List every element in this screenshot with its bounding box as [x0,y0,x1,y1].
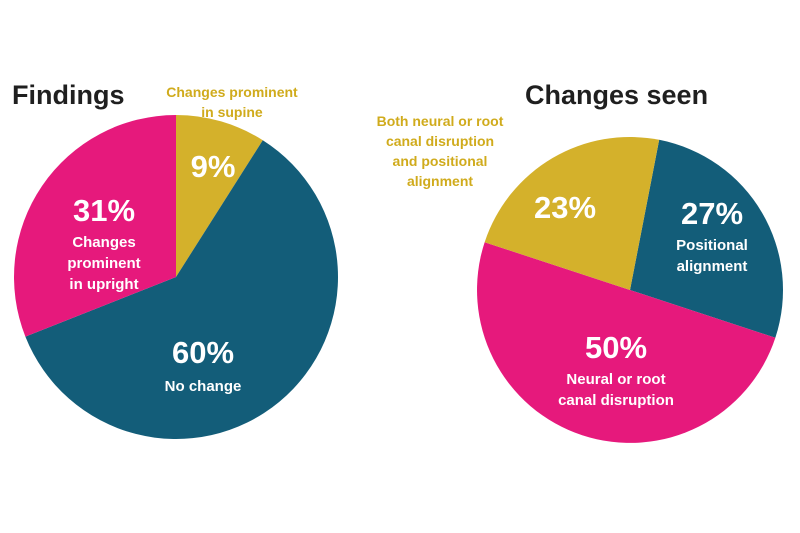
findings-slice-value-changes-prominent-in-upright: 31% [73,193,135,228]
changes-seen-slice-label-neural-or-root-canal-disruption: Neural or root [566,371,665,388]
changes-seen-slice-both-neural-or-root-canal-disruption-and-positional-alignment [484,136,660,290]
changes-seen-slice-positional-alignment [630,139,784,338]
changes-seen-callout-both-neural-or-root-canal-disruption-and-positional-alignment: Both neural or root [377,113,504,129]
changes-seen-callout-both-neural-or-root-canal-disruption-and-positional-alignment: alignment [407,173,473,189]
findings-slice-value-no-change: 60% [172,335,234,370]
findings-slice-label-changes-prominent-in-upright: prominent [67,255,140,272]
changes-seen-slice-label-neural-or-root-canal-disruption: canal disruption [558,392,674,409]
changes-seen-pie-chart: Changes seen 27% Positional alignment 50% Ne… [377,80,784,443]
changes-seen-slice-value-positional-alignment: 27% [681,196,743,231]
findings-slice-changes-prominent-in-supine [176,115,263,277]
changes-seen-slice-label-positional-alignment: alignment [677,258,748,275]
findings-chart-title: Findings [12,80,124,110]
findings-slice-label-changes-prominent-in-upright: Changes [72,234,135,251]
changes-seen-slice-neural-or-root-canal-disruption [477,242,776,443]
changes-seen-callouts: Both neural or root canal disruption and p… [377,113,504,189]
changes-seen-slices [477,136,784,443]
findings-slice-changes-prominent-in-upright [14,115,176,337]
findings-pie-chart: Findings 9% 60% No change 31% Changes promine… [12,80,339,440]
findings-slice-label-no-change: No change [165,378,242,395]
changes-seen-callout-both-neural-or-root-canal-disruption-and-positional-alignment: canal disruption [386,133,494,149]
changes-seen-slice-value-neural-or-root-canal-disruption: 50% [585,330,647,365]
findings-callout-changes-prominent-in-supine: Changes prominent [166,84,298,100]
changes-seen-callout-both-neural-or-root-canal-disruption-and-positional-alignment: and positional [393,153,488,169]
findings-callout-changes-prominent-in-supine: in supine [201,104,263,120]
changes-seen-slice-labels: 27% Positional alignment 50% Neural or root c… [534,190,748,409]
changes-seen-slice-value-both-neural-or-root-canal-disruption-and-positional-alignment: 23% [534,190,596,225]
findings-slice-label-changes-prominent-in-upright: in upright [69,276,138,293]
findings-slice-no-change [25,140,339,440]
findings-callouts: Changes prominent in supine [166,84,298,120]
changes-seen-chart-title: Changes seen [525,80,708,110]
findings-slices [14,115,339,440]
findings-slice-labels: 9% 60% No change 31% Changes prominent in upri… [67,149,241,395]
findings-slice-value-changes-prominent-in-supine: 9% [191,149,236,184]
changes-seen-slice-label-positional-alignment: Positional [676,237,748,254]
